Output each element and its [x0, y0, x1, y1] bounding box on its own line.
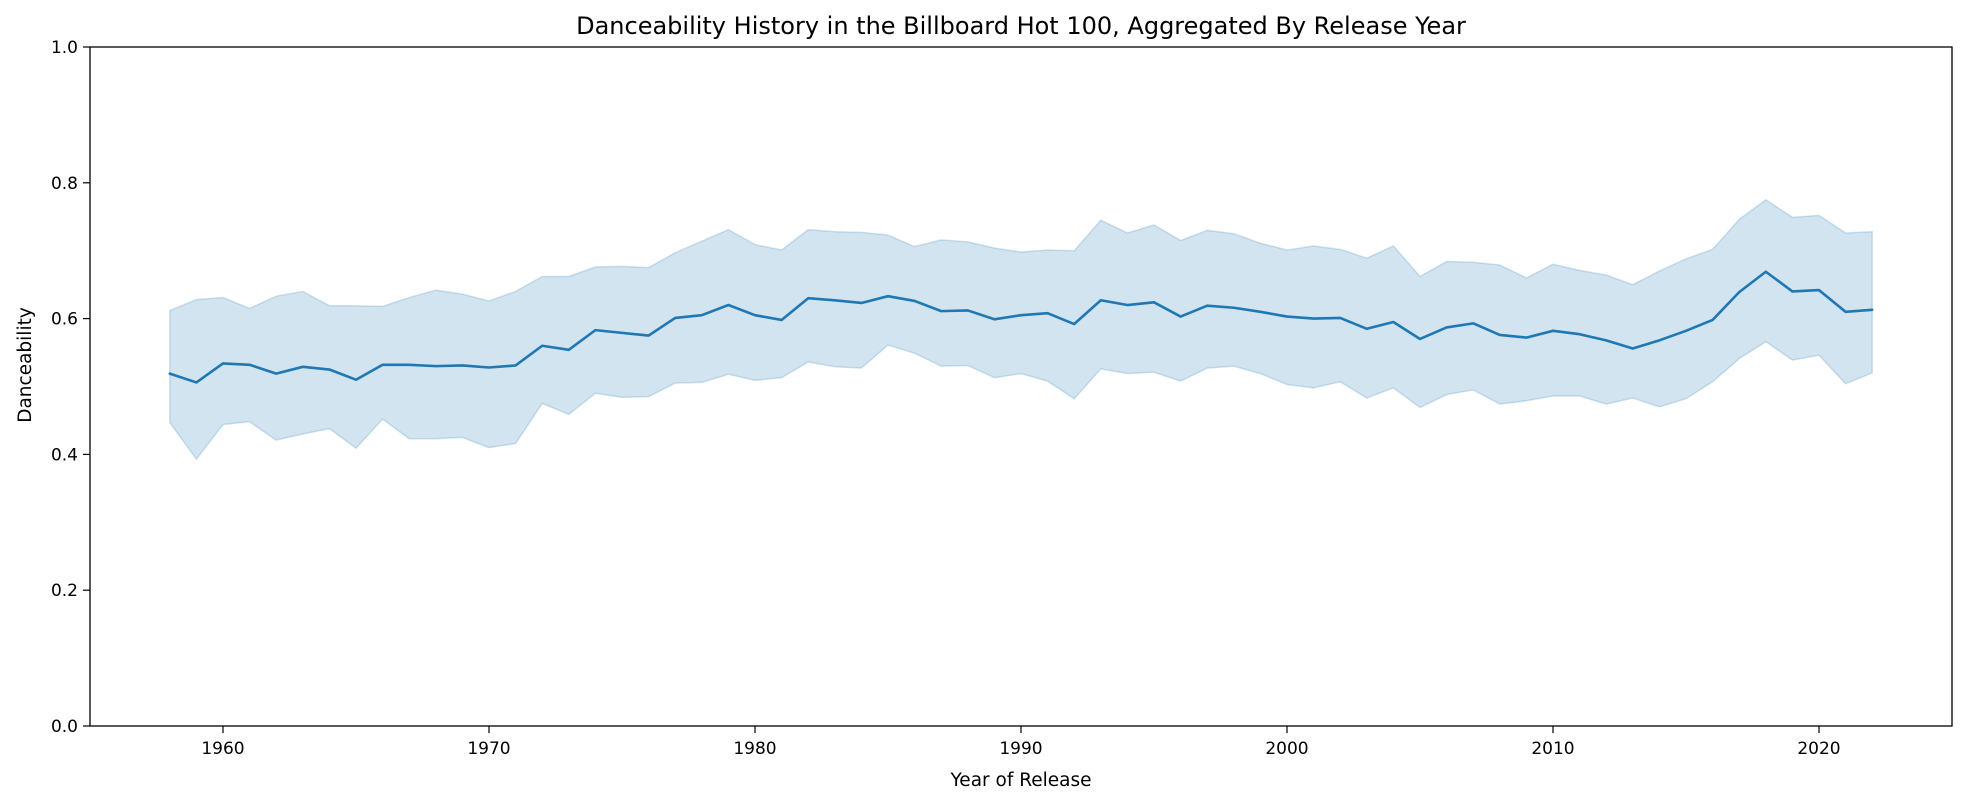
- y-axis-title: Danceability: [15, 307, 36, 423]
- x-tick-label: 2010: [1531, 739, 1574, 759]
- x-tick-label: 1990: [999, 739, 1042, 759]
- y-tick-label: 0.0: [51, 717, 78, 737]
- x-tick-label: 1970: [467, 739, 510, 759]
- confidence-band: [169, 198, 1873, 461]
- y-tick-label: 0.6: [51, 310, 78, 330]
- y-tick-label: 1.0: [51, 38, 78, 58]
- x-axis: 1960 1970 1980 1990 2000 2010 2020: [201, 726, 1841, 759]
- y-axis: 0.0 0.2 0.4 0.6 0.8 1.0: [51, 38, 90, 737]
- confidence-band-layer: [169, 198, 1873, 461]
- x-axis-title: Year of Release: [949, 770, 1091, 791]
- x-tick-label: 2000: [1265, 739, 1308, 759]
- danceability-mean-line: [168, 270, 1874, 384]
- x-tick-label: 1960: [201, 739, 244, 759]
- x-tick-label: 2020: [1797, 739, 1840, 759]
- y-tick-label: 0.4: [51, 445, 78, 465]
- plot-frame: [89, 46, 1953, 727]
- x-tick-label: 1980: [733, 739, 776, 759]
- y-tick-label: 0.8: [51, 174, 78, 194]
- y-tick-label: 0.2: [51, 581, 78, 601]
- mean-line-layer: [168, 270, 1874, 384]
- chart-title: Danceability History in the Billboard Ho…: [576, 12, 1466, 40]
